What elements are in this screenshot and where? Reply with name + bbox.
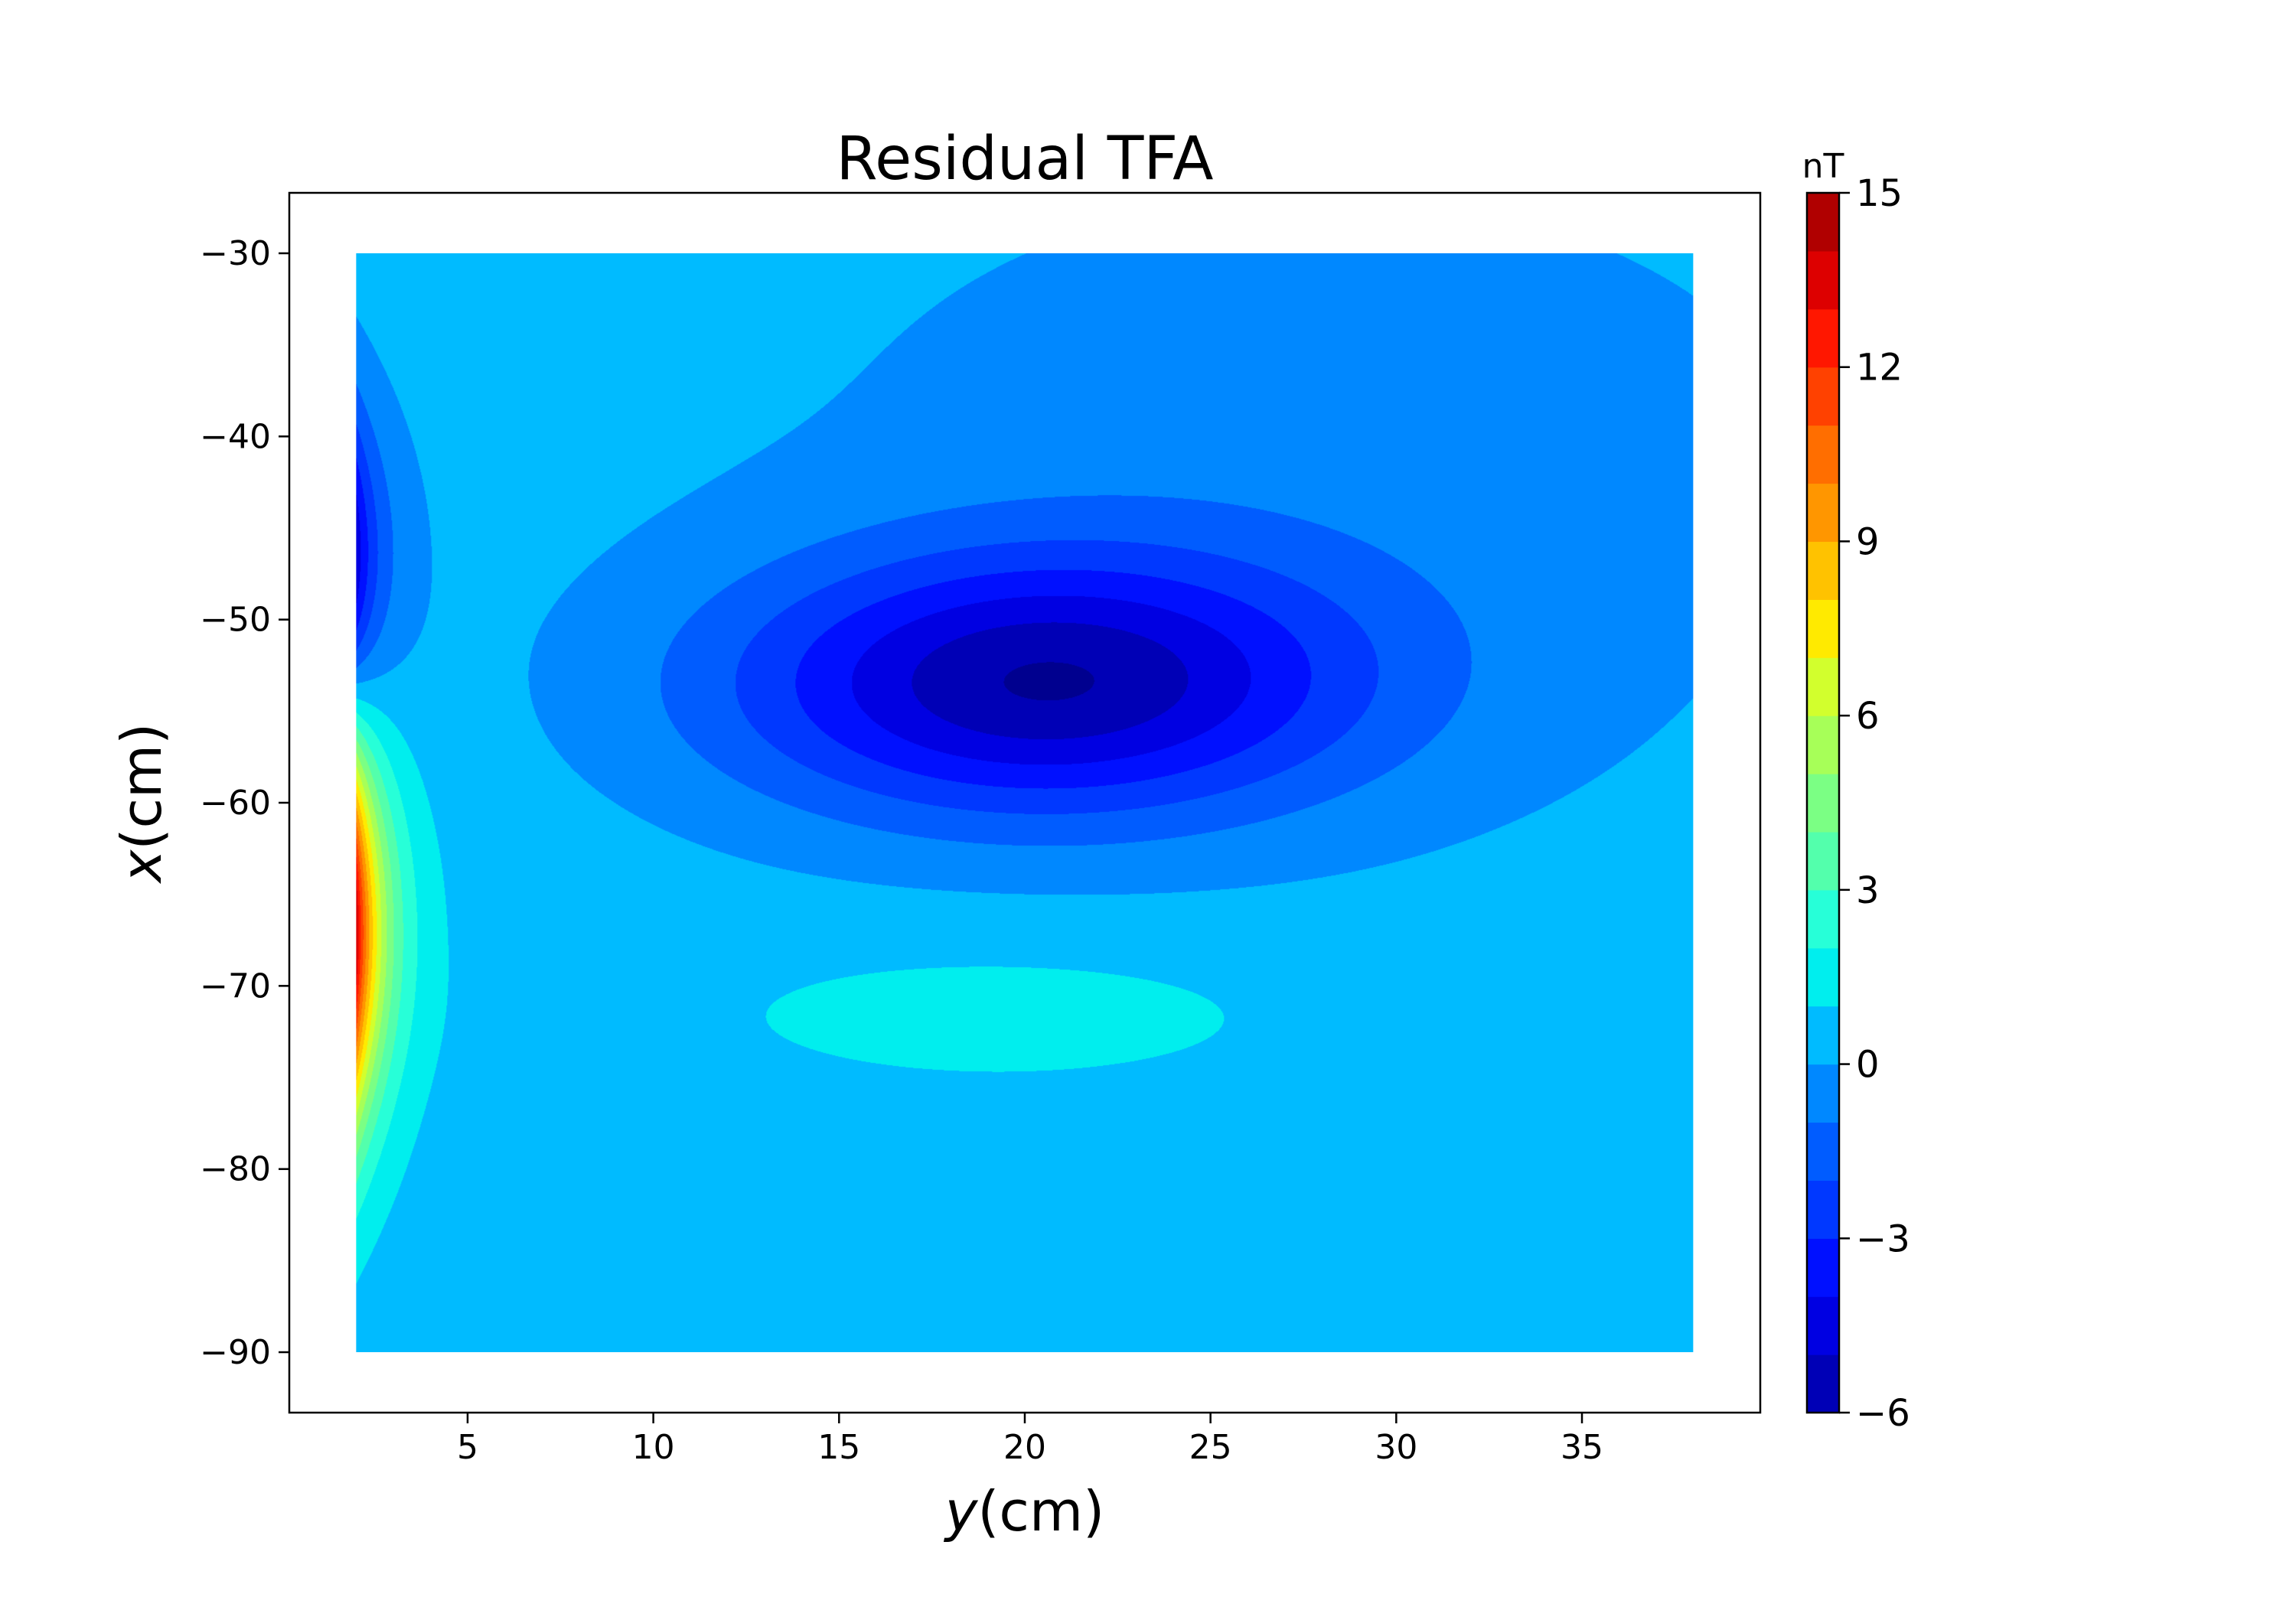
colorbar-band (1807, 308, 1839, 368)
colorbar-band (1807, 831, 1839, 891)
colorbar-band (1807, 1238, 1839, 1297)
y-axis-label-var: x (109, 849, 174, 884)
heatmap-image (356, 253, 1694, 1352)
colorbar-band (1807, 889, 1839, 949)
colorbar-tick-label: 6 (1856, 695, 1880, 738)
colorbar-band (1807, 367, 1839, 426)
colorbar-frame (1805, 191, 1841, 1414)
y-tick-label: −60 (200, 784, 271, 823)
x-tick-label: 25 (1189, 1428, 1232, 1467)
x-tick-label: 30 (1375, 1428, 1417, 1467)
colorbar-band (1807, 541, 1839, 600)
y-axis-label: x(cm) (109, 723, 174, 885)
colorbar-band (1807, 1296, 1839, 1355)
colorbar-band (1807, 1006, 1839, 1065)
y-axis-ticks: −30 −40 −50 −60 −70 −80 −90 (200, 234, 289, 1372)
colorbar-tick-label: 0 (1856, 1044, 1880, 1087)
y-tick-label: −40 (200, 417, 271, 456)
colorbar-band (1807, 425, 1839, 484)
colorbar-unit: nT (1802, 147, 1844, 186)
x-axis-label-unit: (cm) (977, 1479, 1104, 1543)
colorbar-tick-label: −3 (1856, 1217, 1910, 1260)
colorbar-band (1807, 774, 1839, 833)
x-axis-label-var: y (944, 1479, 979, 1543)
x-tick-label: 5 (457, 1428, 478, 1467)
colorbar-band (1807, 715, 1839, 774)
y-axis-label-unit: (cm) (109, 723, 174, 850)
colorbar-band (1807, 599, 1839, 658)
x-tick-label: 15 (817, 1428, 860, 1467)
colorbar-tick-label: 3 (1856, 869, 1880, 912)
colorbar-band (1807, 483, 1839, 543)
colorbar-tick-label: 9 (1856, 520, 1880, 563)
x-tick-label: 20 (1003, 1428, 1046, 1467)
heatmap-layer (356, 253, 1694, 1352)
y-tick-label: −30 (200, 234, 271, 273)
colorbar-band (1807, 657, 1839, 716)
colorbar-tick-label: 12 (1856, 347, 1903, 390)
x-axis-label: y(cm) (944, 1479, 1105, 1543)
y-tick-label: −90 (200, 1333, 271, 1372)
colorbar-band (1807, 193, 1839, 252)
colorbar-band (1807, 1180, 1839, 1239)
colorbar-band (1807, 1122, 1839, 1181)
x-tick-label: 35 (1561, 1428, 1603, 1467)
colorbar-band (1807, 1064, 1839, 1123)
x-axis-ticks: 5 10 15 20 25 30 35 (457, 1413, 1603, 1467)
y-tick-label: −50 (200, 601, 271, 640)
x-tick-label: 10 (632, 1428, 675, 1467)
colorbar-band (1807, 1354, 1839, 1413)
colorbar-band (1807, 947, 1839, 1007)
y-tick-label: −70 (200, 966, 271, 1006)
colorbar: 15 12 9 6 3 0 −3 −6 (1805, 172, 1910, 1435)
colorbar-band (1807, 250, 1839, 310)
colorbar-tick-label: −6 (1856, 1392, 1910, 1435)
y-tick-label: −80 (200, 1150, 271, 1189)
chart-title: Residual TFA (837, 125, 1214, 194)
colorbar-tick-label: 15 (1856, 172, 1903, 215)
